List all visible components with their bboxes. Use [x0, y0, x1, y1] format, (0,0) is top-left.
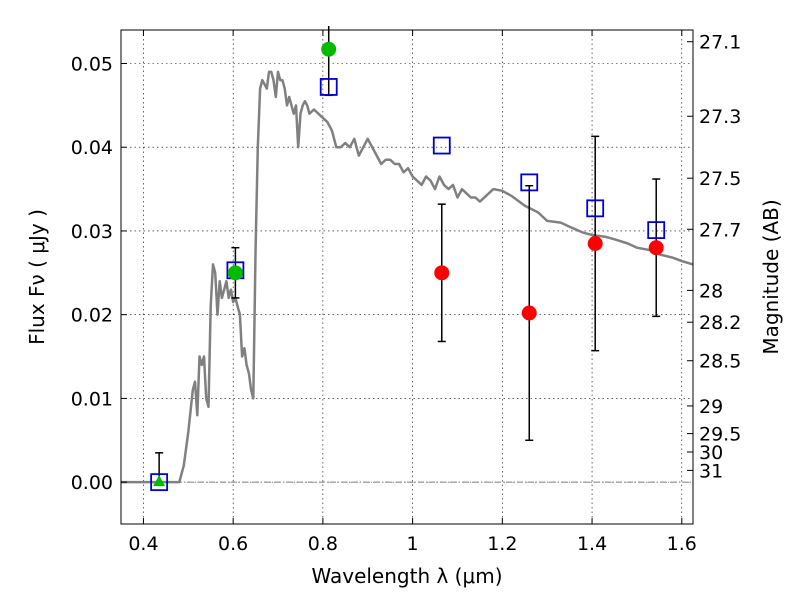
x-tick-label: 0.6 [218, 533, 248, 555]
green-data-point [321, 41, 337, 57]
y2-tick-label: 28 [699, 280, 723, 302]
y2-tick-label: 31 [699, 460, 723, 482]
y2-tick-label: 27.7 [699, 219, 741, 241]
model-square-marker [520, 173, 539, 192]
green-data-point [227, 265, 243, 281]
red-data-point [648, 240, 664, 256]
x-axis-label: Wavelength λ (μm) [311, 564, 502, 588]
x-tick-label: 1.4 [577, 533, 607, 555]
model-square-marker [150, 473, 169, 492]
ticks: 0.4 0.6 0.8 1 1.2 1.4 1.6 0.00 0.01 0.02 0.03 0.04 0… [71, 30, 741, 555]
green-triangle-point [153, 475, 166, 487]
y-tick-label: 0.03 [71, 221, 113, 243]
plot-area [121, 26, 694, 492]
model-square-marker [586, 199, 605, 218]
y-tick-label: 0.04 [71, 137, 113, 159]
y2-tick-label: 27.3 [699, 106, 741, 128]
x-tick-label: 0.4 [128, 533, 158, 555]
x-tick-label: 1.2 [487, 533, 517, 555]
y2-tick-label: 27.1 [699, 32, 741, 54]
model-spectrum-line [121, 70, 694, 484]
model-square-marker [432, 136, 451, 155]
y-tick-label: 0.01 [71, 388, 113, 410]
y-tick-label: 0.05 [71, 53, 113, 75]
model-square-marker [647, 221, 666, 240]
red-data-point [587, 236, 603, 252]
red-data-point [521, 305, 537, 321]
y2-tick-label: 30 [699, 442, 723, 464]
x-tick-label: 0.8 [308, 533, 338, 555]
model-square-marker [319, 78, 338, 96]
y2-tick-label: 29 [699, 396, 723, 418]
y2-axis-label: Magnitude (AB) [759, 199, 783, 354]
y-tick-label: 0.00 [71, 472, 113, 494]
y2-tick-label: 27.5 [699, 168, 741, 190]
y2-tick-label: 28.5 [699, 351, 741, 373]
y-axis-label: Flux Fν ( μJy ) [25, 209, 49, 345]
y-tick-label: 0.02 [71, 305, 113, 327]
y2-tick-label: 29.5 [699, 424, 741, 446]
x-tick-label: 1.6 [667, 533, 697, 555]
x-tick-label: 1 [407, 533, 419, 555]
red-data-point [434, 265, 450, 281]
plot-frame [120, 29, 694, 525]
y2-tick-label: 28.2 [699, 312, 741, 334]
